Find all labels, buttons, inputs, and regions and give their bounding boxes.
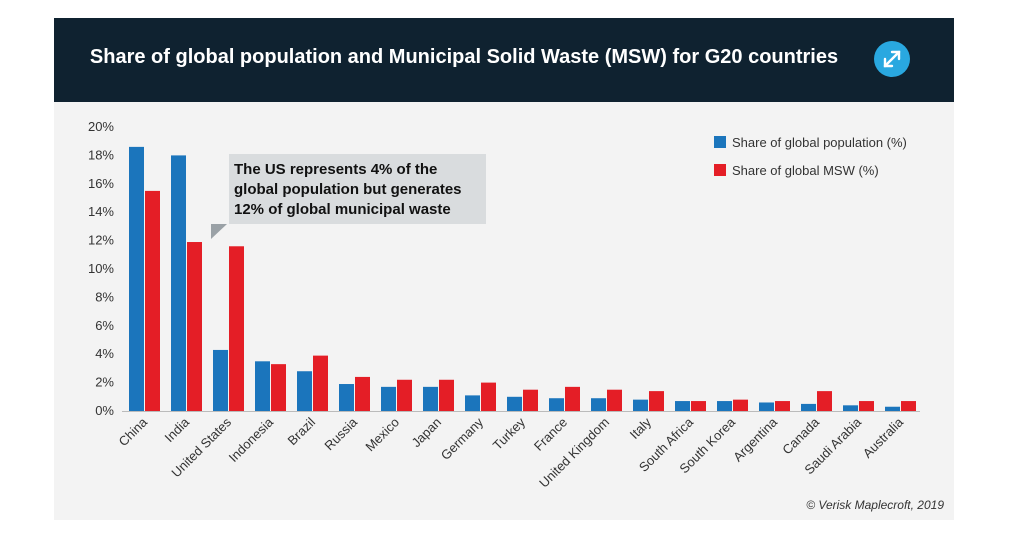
bar-population <box>129 146 144 411</box>
category-label: India <box>162 414 193 445</box>
y-tick-label: 4% <box>95 346 114 361</box>
bar-msw <box>733 399 748 411</box>
category-label: Argentina <box>730 414 781 465</box>
bar-msw <box>481 382 496 411</box>
category-label: Italy <box>627 414 655 442</box>
bar-population <box>633 399 648 411</box>
legend-label: Share of global MSW (%) <box>732 163 879 178</box>
category-label: Japan <box>408 415 444 451</box>
bar-msw <box>901 401 916 411</box>
bar-population <box>423 386 438 411</box>
bar-msw <box>229 246 244 411</box>
y-tick-label: 16% <box>88 176 114 191</box>
category-label: France <box>531 415 570 454</box>
y-tick-label: 6% <box>95 318 114 333</box>
bar-msw <box>187 242 202 411</box>
category-label: Indonesia <box>226 414 277 465</box>
y-tick-label: 20% <box>88 119 114 134</box>
category-label: China <box>115 414 150 449</box>
category-label: Germany <box>438 414 487 463</box>
bar-msw <box>565 386 580 411</box>
bar-population <box>675 401 690 411</box>
bar-population <box>885 406 900 411</box>
bar-population <box>549 398 564 411</box>
chart-panel: 0% 2% 4% 6% 8% 10% 12% 14% 16% 18% 20% China India Un… <box>54 102 954 520</box>
bar-msw <box>607 389 622 411</box>
bar-chart: 0%2%4%6%8%10%12%14%16%18%20%China IndiaUn… <box>88 119 944 512</box>
y-tick-label: 0% <box>95 403 114 418</box>
annotation-text: 12% of global municipal waste <box>234 201 451 218</box>
bar-population <box>843 405 858 411</box>
category-label: Australia <box>860 414 907 461</box>
bar-msw <box>691 401 706 411</box>
bar-msw <box>355 376 370 411</box>
bar-population <box>339 384 354 411</box>
credit-text: © Verisk Maplecroft, 2019 <box>806 498 944 512</box>
y-tick-label: 18% <box>88 147 114 162</box>
y-tick-label: 14% <box>88 204 114 219</box>
y-tick-label: 12% <box>88 233 114 248</box>
y-tick-label: 2% <box>95 375 114 390</box>
bar-msw <box>523 389 538 411</box>
bar-msw <box>439 379 454 411</box>
bar-msw <box>775 401 790 411</box>
annotation-box <box>229 154 486 224</box>
bar-msw <box>859 401 874 411</box>
bar-population <box>255 361 270 411</box>
bar-msw <box>817 391 832 411</box>
category-label: Russia <box>321 414 360 453</box>
legend-swatch <box>714 136 726 148</box>
bar-population <box>381 386 396 411</box>
bar-population <box>171 155 186 411</box>
bar-msw <box>145 190 160 411</box>
bar-population <box>591 398 606 411</box>
bar-population <box>213 349 228 411</box>
category-label: Turkey <box>490 414 529 453</box>
bar-msw <box>649 391 664 411</box>
category-label: Mexico <box>362 415 402 455</box>
y-tick-label: 8% <box>95 289 114 304</box>
header-bar: Share of global population and Municipal… <box>54 18 954 102</box>
y-tick-label: 10% <box>88 261 114 276</box>
bar-population <box>297 371 312 411</box>
bar-population <box>465 395 480 411</box>
legend-swatch <box>714 164 726 176</box>
bar-population <box>759 402 774 411</box>
annotation-pointer <box>211 224 227 239</box>
bar-population <box>717 401 732 411</box>
expand-arrows-icon[interactable] <box>874 41 910 77</box>
category-label: Brazil <box>285 414 319 448</box>
annotation-text: global population but generates <box>234 181 462 198</box>
bar-msw <box>271 364 286 411</box>
bar-population <box>801 403 816 411</box>
bar-population <box>507 396 522 411</box>
legend-label: Share of global population (%) <box>732 135 907 150</box>
bar-msw <box>313 355 328 411</box>
chart-title: Share of global population and Municipal… <box>89 46 839 68</box>
bar-msw <box>397 379 412 411</box>
annotation-text: The US represents 4% of the <box>234 161 437 178</box>
